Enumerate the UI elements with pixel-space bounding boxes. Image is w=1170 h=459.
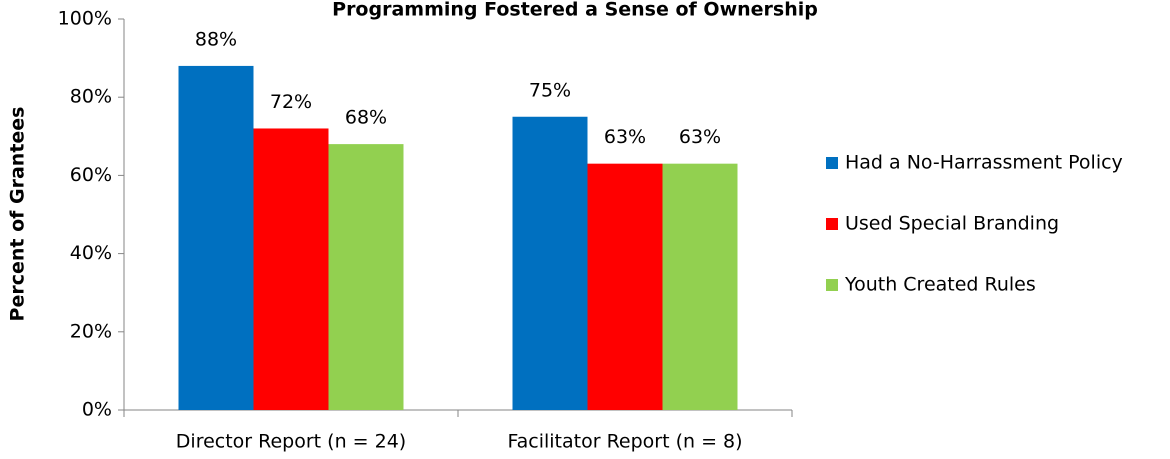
y-axis-label: Percent of Grantees (7, 107, 29, 322)
y-tick-label: 40% (70, 242, 112, 264)
legend-label: Had a No-Harrassment Policy (845, 152, 1123, 174)
y-tick-label: 0% (82, 399, 112, 421)
legend-swatch (826, 157, 838, 169)
legend-label: Youth Created Rules (844, 274, 1036, 296)
value-label: 63% (679, 126, 721, 148)
y-tick-label: 100% (58, 8, 112, 30)
x-tick-label: Facilitator Report (n = 8) (507, 431, 742, 453)
value-label: 68% (345, 107, 387, 129)
bar (662, 163, 738, 410)
value-label: 63% (604, 126, 646, 148)
bar (178, 65, 254, 411)
y-tick-label: 60% (70, 164, 112, 186)
value-label: 88% (195, 28, 237, 50)
bar (587, 163, 663, 410)
bar (512, 116, 588, 410)
chart-title: Programming Fostered a Sense of Ownershi… (332, 0, 818, 21)
y-tick-label: 20% (70, 320, 112, 342)
y-tick-label: 80% (70, 86, 112, 108)
legend-swatch (826, 218, 838, 230)
legend-swatch (826, 279, 838, 291)
bar (328, 144, 404, 410)
legend-label: Used Special Branding (845, 213, 1059, 235)
x-tick-label: Director Report (n = 24) (176, 431, 406, 453)
bar (253, 128, 329, 411)
value-label: 75% (529, 79, 571, 101)
value-label: 72% (270, 91, 312, 113)
